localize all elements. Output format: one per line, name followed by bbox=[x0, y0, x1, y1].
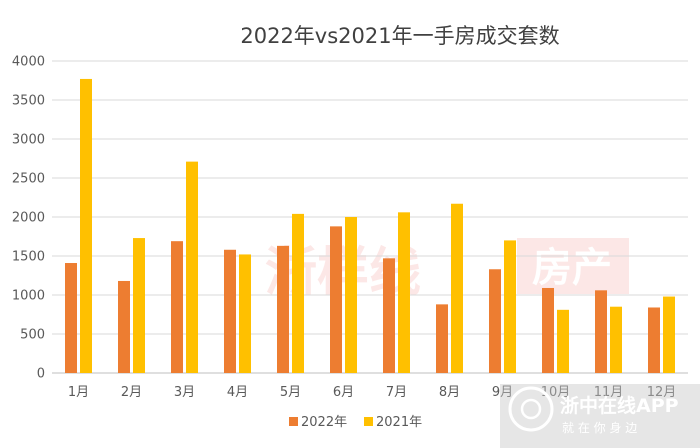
y-tick-label: 1000 bbox=[12, 289, 45, 304]
bar-series-2 bbox=[663, 296, 675, 373]
bar-series-2 bbox=[398, 212, 410, 373]
bar-series-2 bbox=[80, 78, 92, 373]
y-tick-label: 1500 bbox=[12, 250, 45, 265]
app-watermark: 浙中在线APP 就 在 你 身 边 bbox=[500, 384, 700, 448]
y-tick-label: 4000 bbox=[12, 55, 45, 70]
bar-series-1 bbox=[118, 280, 130, 373]
x-tick-label: 4月 bbox=[227, 385, 248, 400]
bar-series-2 bbox=[610, 306, 622, 373]
bar-series-1 bbox=[595, 290, 607, 373]
bar-series-2 bbox=[186, 161, 198, 373]
bar-series-1 bbox=[436, 304, 448, 373]
x-tick-label: 1月 bbox=[68, 385, 89, 400]
legend: 2022年 2021年 bbox=[289, 415, 422, 430]
bar-series-2 bbox=[292, 213, 304, 373]
gridlines bbox=[52, 60, 688, 374]
app-watermark-bg bbox=[500, 384, 700, 448]
bar-series-2 bbox=[239, 254, 251, 373]
chart-title: 2022年vs2021年一手房成交套数 bbox=[240, 24, 559, 48]
legend-swatch bbox=[289, 417, 298, 426]
x-tick-label: 3月 bbox=[174, 385, 195, 400]
legend-label: 2021年 bbox=[376, 415, 422, 430]
bar-series-2 bbox=[451, 203, 463, 373]
y-tick-label: 0 bbox=[37, 367, 45, 382]
y-axis-ticks: 0 500 1000 1500 2000 2500 3000 3500 4000 bbox=[12, 55, 45, 382]
bar-series-1 bbox=[489, 269, 501, 373]
bars bbox=[65, 78, 675, 373]
bar-series-2 bbox=[557, 309, 569, 373]
x-tick-label: 7月 bbox=[386, 385, 407, 400]
y-tick-label: 500 bbox=[20, 328, 45, 343]
bar-series-1 bbox=[648, 307, 660, 373]
bar-series-1 bbox=[542, 287, 554, 373]
watermark-badge-box bbox=[517, 238, 629, 294]
bar-series-2 bbox=[504, 240, 516, 373]
y-tick-label: 2500 bbox=[12, 172, 45, 187]
app-logo-icon bbox=[508, 386, 554, 432]
bar-series-2 bbox=[345, 217, 357, 373]
bar-series-1 bbox=[277, 245, 289, 373]
bar-series-1 bbox=[65, 263, 77, 373]
x-axis-ticks: 1月 2月 3月 4月 5月 6月 7月 8月 9月 10月 11月 12月 bbox=[68, 385, 676, 400]
app-slogan: 就 在 你 身 边 bbox=[562, 420, 637, 435]
app-name: 浙中在线APP bbox=[560, 394, 679, 417]
y-tick-label: 3000 bbox=[12, 133, 45, 148]
legend-label: 2022年 bbox=[301, 415, 347, 430]
legend-swatch bbox=[364, 417, 373, 426]
x-tick-label: 2月 bbox=[121, 385, 142, 400]
app-logo-icon-inner bbox=[520, 398, 542, 420]
watermark-badge-text: 房产 bbox=[532, 245, 612, 291]
watermark-brand-text: 浙样线 bbox=[265, 243, 421, 303]
x-tick-label: 8月 bbox=[439, 385, 460, 400]
bar-series-1 bbox=[383, 258, 395, 373]
x-tick-label: 5月 bbox=[280, 385, 301, 400]
x-tick-label: 6月 bbox=[333, 385, 354, 400]
bar-series-1 bbox=[330, 226, 342, 373]
center-watermark: 浙样线 房产 bbox=[265, 238, 629, 303]
x-tick-label: 12月 bbox=[647, 385, 677, 400]
x-tick-label: 9月 bbox=[492, 385, 513, 400]
bar-series-2 bbox=[133, 238, 145, 373]
y-tick-label: 3500 bbox=[12, 94, 45, 109]
x-tick-label: 11月 bbox=[594, 385, 624, 400]
bar-series-1 bbox=[171, 241, 183, 373]
y-tick-label: 2000 bbox=[12, 211, 45, 226]
bar-series-1 bbox=[224, 249, 236, 373]
